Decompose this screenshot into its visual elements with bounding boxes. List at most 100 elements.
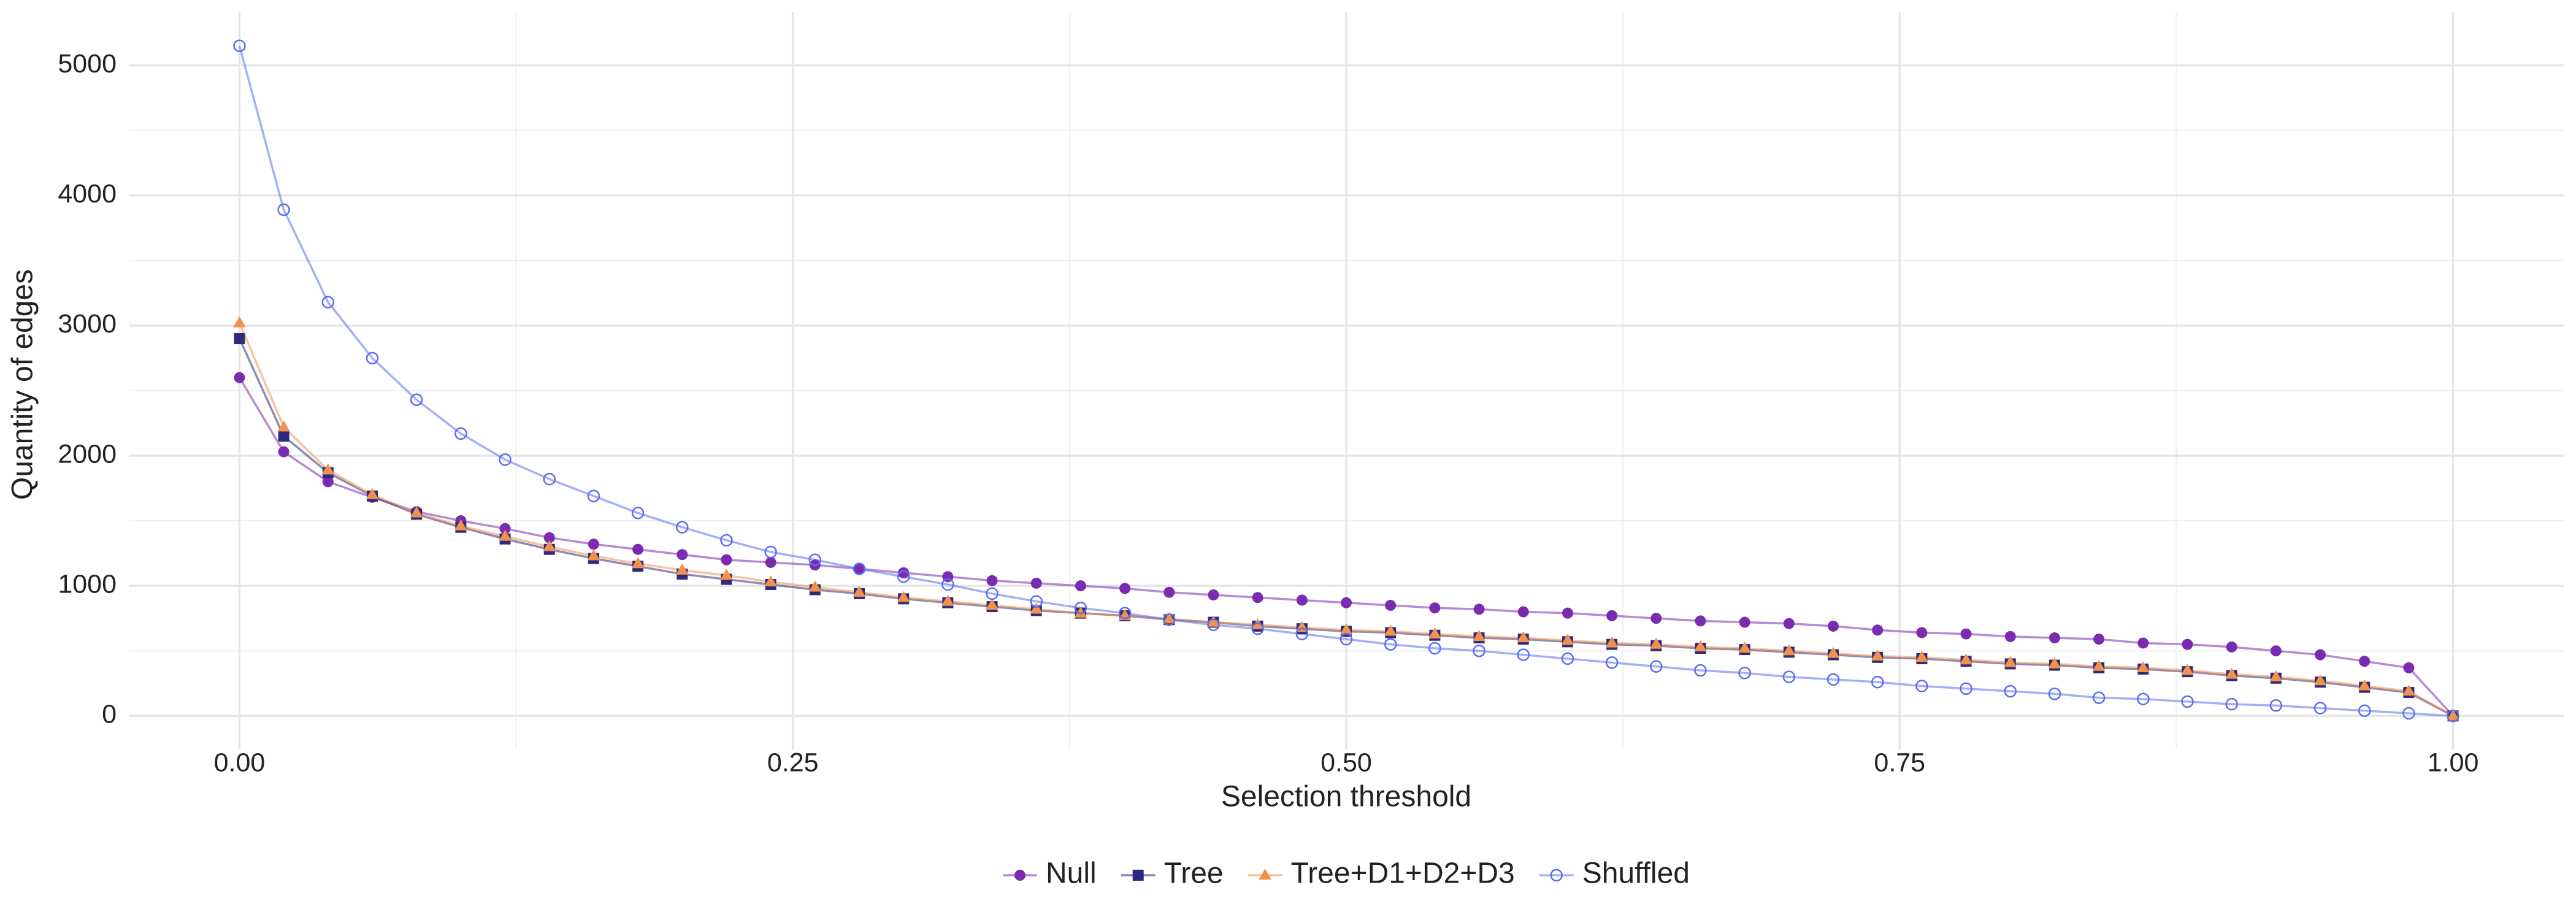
marker (677, 549, 688, 561)
marker (1650, 613, 1662, 624)
marker (1075, 580, 1086, 592)
marker (2403, 662, 2415, 673)
x-tick-label: 1.00 (2428, 748, 2479, 777)
marker (808, 553, 822, 566)
marker (765, 556, 776, 568)
marker (1030, 577, 1042, 589)
marker (1207, 615, 1220, 627)
marker (454, 519, 467, 531)
marker (1428, 627, 1441, 638)
marker (1960, 653, 1972, 665)
marker (1517, 631, 1530, 643)
x-tick-label: 0.25 (767, 748, 819, 777)
marker (1915, 651, 1928, 662)
marker (1473, 644, 1485, 657)
marker (543, 472, 556, 486)
marker (1296, 594, 1308, 606)
marker (543, 532, 555, 543)
marker (2093, 634, 2105, 645)
marker (1871, 649, 1884, 661)
marker (499, 529, 512, 541)
marker (1384, 624, 1397, 636)
marker (2225, 667, 2238, 679)
marker (2048, 687, 2061, 700)
marker (587, 489, 600, 502)
marker (1960, 628, 1972, 640)
marker (1695, 615, 1706, 627)
marker (2182, 638, 2193, 650)
marker (410, 393, 423, 407)
marker (941, 578, 954, 591)
marker (410, 506, 423, 518)
legend-label: Null (1046, 857, 1097, 890)
marker (2447, 710, 2459, 723)
marker (2269, 670, 2283, 681)
marker (1517, 648, 1530, 661)
marker (2137, 692, 2150, 705)
marker (1208, 589, 1219, 600)
marker (2181, 695, 2194, 708)
legend-item: Null (1003, 857, 1097, 890)
marker (1562, 607, 1573, 619)
legend-item: Tree+D1+D2+D3 (1248, 857, 1515, 890)
marker (278, 431, 289, 442)
marker (1163, 613, 1176, 626)
marker (632, 543, 644, 555)
marker (366, 351, 379, 365)
marker (1428, 642, 1441, 655)
marker (1118, 607, 1132, 619)
y-tick-label: 3000 (58, 309, 117, 339)
marker (941, 594, 954, 606)
marker (1650, 660, 1663, 673)
marker (1960, 682, 1972, 695)
legend-item: Shuffled (1539, 857, 1690, 890)
marker (853, 585, 866, 597)
marker (2358, 679, 2371, 691)
marker (2402, 707, 2415, 720)
marker (631, 557, 645, 569)
marker (2226, 641, 2237, 653)
marker (1473, 604, 1485, 615)
marker (322, 476, 334, 488)
marker (321, 296, 335, 309)
marker (1915, 680, 1928, 692)
marker (1340, 632, 1353, 646)
x-tick-label: 0.50 (1321, 748, 1372, 777)
x-axis-title: Selection threshold (1221, 781, 1471, 813)
marker (543, 540, 556, 551)
marker (1119, 583, 1131, 594)
marker (676, 521, 689, 534)
marker (1074, 606, 1087, 618)
marker (853, 562, 866, 575)
marker (1384, 638, 1397, 651)
marker (2004, 656, 2017, 667)
marker (675, 563, 689, 575)
marker (2447, 709, 2459, 721)
y-tick-label: 5000 (58, 49, 117, 79)
marker (1739, 616, 1750, 628)
legend-label: Tree (1164, 857, 1224, 890)
marker (1163, 586, 1175, 598)
marker (1694, 640, 1707, 652)
marker (986, 575, 998, 586)
marker (366, 488, 379, 499)
marker (720, 534, 733, 547)
marker (1783, 618, 1795, 629)
marker (2092, 659, 2106, 671)
marker (897, 591, 910, 602)
marker (1550, 868, 1563, 882)
marker (1916, 627, 1928, 638)
legend: Null Tree Tree+D1+D2+D3 Shuffled (1003, 857, 1690, 890)
marker (2315, 649, 2326, 661)
marker (1259, 868, 1271, 880)
marker (808, 580, 822, 592)
legend-item: Tree (1121, 857, 1224, 890)
marker (1871, 675, 1884, 689)
marker (587, 549, 600, 561)
marker (2004, 631, 2016, 642)
y-tick-label: 2000 (58, 439, 117, 469)
marker (454, 427, 467, 440)
marker (1385, 599, 1397, 611)
marker (234, 372, 245, 383)
marker (764, 545, 777, 559)
